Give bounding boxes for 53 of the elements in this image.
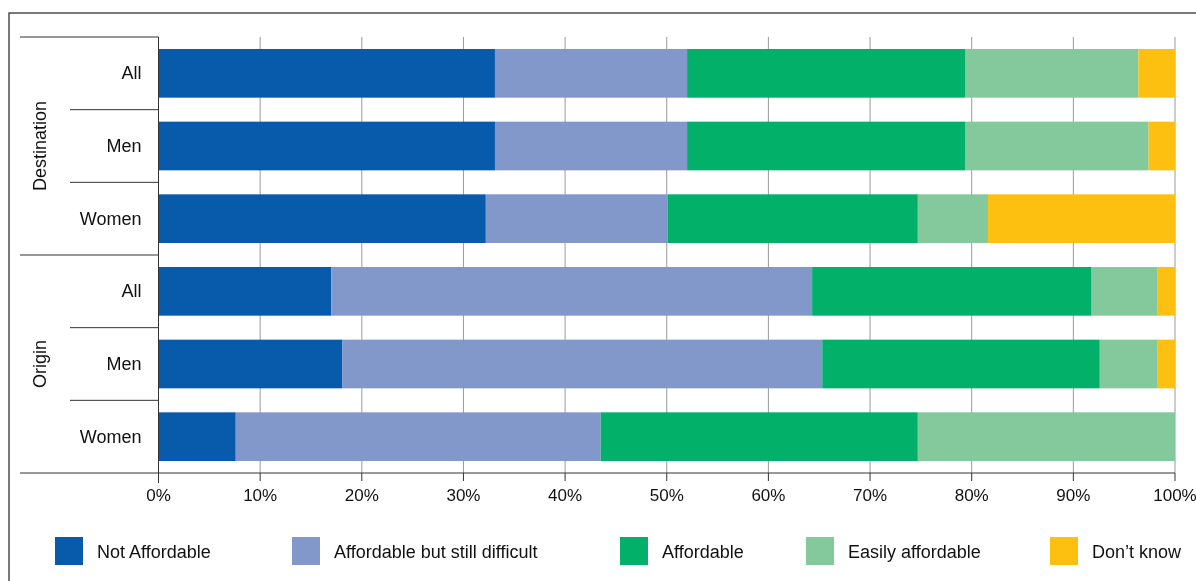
bar: [687, 121, 966, 171]
y-tick-label: Women: [79, 208, 142, 229]
x-tick-label: 90%: [1056, 486, 1091, 505]
legend-label: Don’t know: [1092, 542, 1183, 562]
bar: [687, 48, 966, 98]
bar: [1091, 266, 1158, 316]
bar: [158, 412, 236, 462]
legend-label: Affordable but still difficult: [334, 542, 538, 562]
x-tick-label: 0%: [146, 486, 171, 505]
bar: [158, 121, 495, 171]
bar: [494, 121, 688, 171]
x-tick-label: 70%: [853, 486, 888, 505]
legend-label: Not Affordable: [97, 542, 211, 562]
y-tick-label: Men: [106, 354, 142, 374]
legend-label: Easily affordable: [848, 542, 981, 562]
bar: [1157, 266, 1175, 316]
bar: [600, 412, 918, 462]
x-tick-label: 100%: [1153, 486, 1196, 505]
y-tick-label: All: [121, 281, 142, 302]
bar: [822, 339, 1100, 389]
bar: [158, 339, 343, 389]
x-tick-label: 20%: [344, 486, 379, 505]
x-tick-label: 10%: [243, 486, 278, 505]
bar: [331, 266, 813, 316]
text: Origin: [30, 339, 50, 389]
bar: [667, 194, 918, 244]
x-tick-label: 50%: [649, 486, 684, 505]
bar: [158, 194, 486, 244]
bar: [1157, 339, 1175, 389]
text: Destination: [30, 100, 50, 192]
bar: [1099, 339, 1158, 389]
bar: [1148, 121, 1175, 171]
bar: [965, 48, 1139, 98]
x-tick-label: 60%: [751, 486, 786, 505]
bar: [917, 194, 988, 244]
y-tick-label: Women: [79, 426, 142, 447]
y-tick-label: Men: [106, 136, 142, 156]
x-tick-label: 40%: [548, 486, 583, 505]
bar: [494, 48, 688, 98]
bar: [1138, 48, 1175, 98]
bar: [812, 266, 1092, 316]
bar: [158, 266, 332, 316]
bar: [485, 194, 668, 244]
y-tick-label: All: [121, 63, 142, 84]
bar: [158, 48, 495, 98]
x-tick-label: 30%: [446, 486, 481, 505]
bar: [987, 194, 1175, 244]
x-tick-label: 80%: [954, 486, 989, 505]
bar: [965, 121, 1149, 171]
legend-label: Affordable: [662, 542, 744, 562]
bar: [235, 412, 601, 462]
bar: [342, 339, 823, 389]
bar: [917, 412, 1175, 462]
